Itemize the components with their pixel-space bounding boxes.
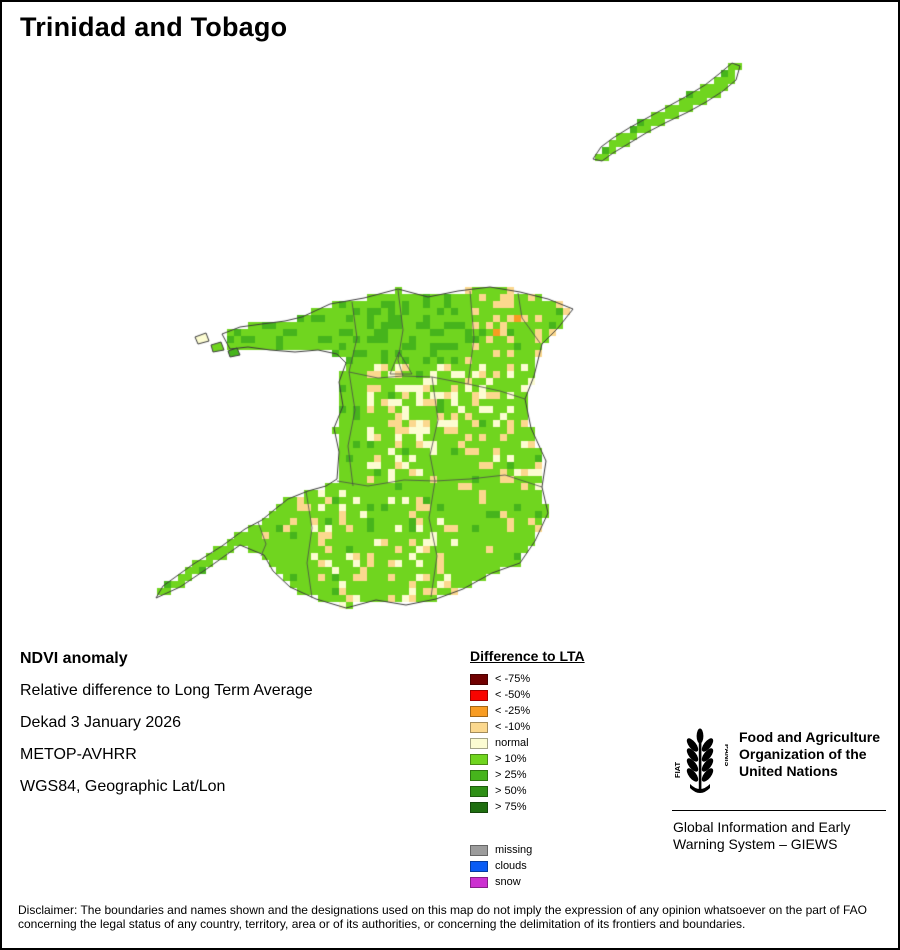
fao-motto-left: FIAT	[673, 761, 682, 778]
legend-swatch	[470, 673, 488, 685]
legend-label: < -50%	[495, 688, 531, 701]
info-line-dekad: Dekad 3 January 2026	[20, 714, 181, 731]
fao-wheat-icon: FIAT PANIS	[673, 728, 732, 793]
disclaimer-text: Disclaimer: The boundaries and names sho…	[18, 903, 867, 931]
legend-row: < -10%	[470, 719, 585, 735]
legend-label: > 25%	[495, 768, 527, 781]
fao-org-line: Organization of the	[739, 746, 867, 762]
legend: Difference to LTA < -75% < -50% < -25% <…	[470, 648, 585, 890]
legend-title: Difference to LTA	[470, 648, 585, 664]
info-line-sensor: METOP-AVHRR	[20, 746, 137, 763]
fao-org-line: Food and Agriculture	[739, 729, 881, 745]
legend-label: > 10%	[495, 752, 527, 765]
legend-label: clouds	[495, 859, 527, 872]
legend-row: > 25%	[470, 767, 585, 783]
branding-divider	[672, 810, 886, 811]
legend-row: < -50%	[470, 687, 585, 703]
wheat-icon	[686, 728, 714, 793]
legend-swatch	[470, 769, 488, 781]
fao-branding-block: FIAT PANIS Food and Agriculture Organiza…	[672, 726, 888, 866]
giews-line: Warning System – GIEWS	[673, 836, 838, 852]
giews-label: Global Information and Early Warning Sys…	[673, 819, 850, 853]
page-title: Trinidad and Tobago	[20, 12, 288, 42]
legend-label: < -75%	[495, 672, 531, 685]
legend-label: normal	[495, 736, 529, 749]
legend-gap	[470, 815, 585, 842]
legend-label: < -10%	[495, 720, 531, 733]
legend-row: missing	[470, 842, 585, 858]
legend-swatch	[470, 844, 488, 856]
legend-label: snow	[495, 875, 521, 888]
legend-swatch	[470, 801, 488, 813]
legend-row: > 50%	[470, 783, 585, 799]
legend-label: > 75%	[495, 800, 527, 813]
legend-swatch	[470, 753, 488, 765]
legend-row: normal	[470, 735, 585, 751]
giews-line: Global Information and Early	[673, 819, 851, 835]
legend-swatch	[470, 705, 488, 717]
legend-swatch	[470, 689, 488, 701]
map-info-block: NDVI anomaly Relative difference to Long…	[20, 650, 313, 810]
legend-swatch	[470, 785, 488, 797]
legend-label: missing	[495, 843, 533, 856]
legend-swatch	[470, 876, 488, 888]
info-line-product: Relative difference to Long Term Average	[20, 682, 313, 699]
legend-label: > 50%	[495, 784, 527, 797]
legend-row: > 75%	[470, 799, 585, 815]
fao-motto-right: PANIS	[723, 744, 728, 766]
fao-org-name: Food and Agriculture Organization of the…	[739, 729, 880, 780]
legend-label: < -25%	[495, 704, 531, 717]
legend-swatch	[470, 721, 488, 733]
fao-org-line: United Nations	[739, 763, 838, 779]
fao-logo: FIAT PANIS	[672, 728, 732, 798]
legend-row: clouds	[470, 858, 585, 874]
info-line-projection: WGS84, Geographic Lat/Lon	[20, 778, 226, 795]
legend-swatch	[470, 860, 488, 872]
legend-row: < -75%	[470, 671, 585, 687]
legend-swatch	[470, 737, 488, 749]
legend-row: < -25%	[470, 703, 585, 719]
legend-row: snow	[470, 874, 585, 890]
info-heading: NDVI anomaly	[20, 650, 128, 667]
legend-row: > 10%	[470, 751, 585, 767]
